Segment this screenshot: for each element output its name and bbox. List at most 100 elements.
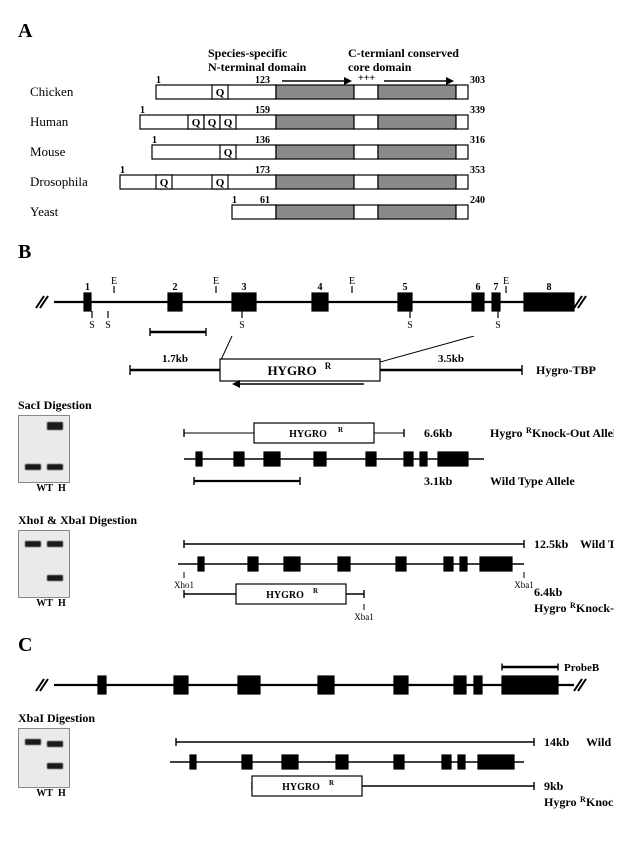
svg-text:339: 339 [470, 105, 485, 116]
svg-text:123: 123 [255, 75, 270, 86]
svg-text:5: 5 [403, 282, 408, 293]
svg-text:Xho1: Xho1 [174, 580, 194, 590]
panel-b-letter: B [18, 241, 616, 264]
svg-text:Wild Type Allele: Wild Type Allele [586, 735, 614, 749]
svg-text:61: 61 [260, 195, 270, 206]
panel-b-gene-map: 12345678EEEESSSSSProbeA [18, 266, 616, 336]
xho-blot [18, 530, 70, 598]
svg-text:HYGRO: HYGRO [289, 429, 327, 440]
svg-text:353: 353 [470, 165, 485, 176]
svg-text:E: E [111, 276, 117, 287]
svg-text:Knock-Out Allele: Knock-Out Allele [586, 795, 614, 809]
panel-c-letter: C [18, 634, 616, 657]
panel-c-gene-map: ProbeB [18, 659, 616, 705]
svg-text:Q: Q [216, 177, 225, 189]
svg-text:1: 1 [120, 165, 125, 176]
xba-lane-h: H [58, 788, 66, 799]
svg-text:Knock-Out Allele: Knock-Out Allele [532, 426, 614, 440]
svg-text:Q: Q [208, 117, 217, 129]
svg-text:S: S [239, 320, 245, 331]
xba-lane-wt: WT [36, 788, 53, 799]
svg-text:159: 159 [255, 105, 270, 116]
svg-text:Knock-Out Allele: Knock-Out Allele [576, 601, 614, 615]
sac-blot [18, 415, 70, 483]
sac-diagram: HYGROR6.6kbHygroR Knock-Out Allele3.1kbW… [84, 415, 614, 505]
svg-text:Wild Type Allele: Wild Type Allele [490, 474, 575, 488]
xho-title: XhoI & XbaI Digestion [18, 513, 616, 528]
svg-text:HYGRO: HYGRO [282, 782, 320, 793]
svg-text:4: 4 [318, 282, 323, 293]
svg-text:1: 1 [232, 195, 237, 206]
svg-text:ProbeB: ProbeB [564, 662, 600, 674]
svg-text:Chicken: Chicken [30, 84, 74, 99]
svg-text:S: S [495, 320, 501, 331]
svg-text:9kb: 9kb [544, 779, 564, 793]
svg-text:Xba1: Xba1 [514, 580, 534, 590]
svg-text:Q: Q [224, 117, 233, 129]
svg-text:N-terminal domain: N-terminal domain [208, 60, 307, 74]
svg-text:S: S [89, 320, 95, 331]
svg-text:1: 1 [152, 135, 157, 146]
svg-text:1: 1 [140, 105, 145, 116]
sac-lane-wt: WT [36, 483, 53, 494]
svg-text:Mouse: Mouse [30, 144, 66, 159]
svg-text:HYGRO: HYGRO [267, 363, 316, 378]
svg-text:Hygro: Hygro [544, 795, 576, 809]
svg-text:7: 7 [494, 282, 499, 293]
svg-text:303: 303 [470, 75, 485, 86]
xho-row: WT H 12.5kb Wild Type Allele Xho1 Xba1 HYGRO… [18, 530, 616, 626]
xba-blot-labels: WT H [18, 788, 84, 799]
sac-blot-labels: WT H [18, 483, 84, 494]
svg-text:ProbeA: ProbeA [160, 335, 196, 336]
svg-text:S: S [407, 320, 413, 331]
svg-text:8: 8 [547, 282, 552, 293]
svg-text:6.4kb: 6.4kb [534, 585, 563, 599]
xba-row: WT H 14kbWild Type AlleleHYGROR9kbHygroR… [18, 728, 616, 814]
svg-text:6: 6 [476, 282, 481, 293]
xba-title: XbaI Digestion [18, 711, 616, 726]
sac-row: WT H HYGROR6.6kbHygroR Knock-Out Allele3… [18, 415, 616, 505]
svg-text:core domain: core domain [348, 60, 412, 74]
svg-text:HYGRO: HYGRO [266, 590, 304, 601]
svg-text:316: 316 [470, 135, 485, 146]
svg-text:Hygro-TBP: Hygro-TBP [536, 363, 596, 377]
xho-diagram: 12.5kbWild Type AlleleXho1Xba1HYGRORXba1… [84, 530, 614, 626]
svg-text:Human: Human [30, 114, 69, 129]
svg-text:Q: Q [224, 147, 233, 159]
svg-text:12.5kb: 12.5kb [534, 537, 569, 551]
svg-text:Q: Q [192, 117, 201, 129]
svg-text:3: 3 [242, 282, 247, 293]
svg-text:R: R [325, 361, 332, 371]
svg-text:240: 240 [470, 195, 485, 206]
svg-text:Species-specific: Species-specific [208, 46, 288, 60]
xho-blot-labels: WT H [18, 598, 84, 609]
svg-text:S: S [105, 320, 111, 331]
svg-text:Q: Q [216, 87, 225, 99]
svg-text:Wild Type Allele: Wild Type Allele [580, 537, 614, 551]
svg-text:C-termianl conserved: C-termianl conserved [348, 46, 459, 60]
svg-text:136: 136 [255, 135, 270, 146]
svg-text:6.6kb: 6.6kb [424, 426, 453, 440]
xba-blot [18, 728, 70, 788]
svg-text:2: 2 [173, 282, 178, 293]
svg-text:3.5kb: 3.5kb [438, 353, 464, 365]
svg-text:Hygro: Hygro [490, 426, 522, 440]
svg-text:E: E [349, 276, 355, 287]
svg-text:1.7kb: 1.7kb [162, 353, 188, 365]
svg-text:Drosophila: Drosophila [30, 174, 88, 189]
svg-text:E: E [503, 276, 509, 287]
svg-text:+++: +++ [358, 73, 375, 84]
svg-text:Hygro: Hygro [534, 601, 566, 615]
xba-diagram: 14kbWild Type AlleleHYGROR9kbHygroR Knoc… [84, 728, 614, 814]
xho-lane-wt: WT [36, 598, 53, 609]
svg-text:1: 1 [156, 75, 161, 86]
xho-lane-h: H [58, 598, 66, 609]
svg-text:E: E [213, 276, 219, 287]
svg-text:Xba1: Xba1 [354, 612, 374, 622]
svg-text:14kb: 14kb [544, 735, 570, 749]
panel-b-construct: 1.7kb HYGRO R 3.5kb Hygro-TBP [18, 336, 616, 392]
svg-text:173: 173 [255, 165, 270, 176]
panel-a-letter: A [18, 20, 616, 43]
svg-text:Yeast: Yeast [30, 204, 59, 219]
sac-title: SacI Digestion [18, 398, 616, 413]
